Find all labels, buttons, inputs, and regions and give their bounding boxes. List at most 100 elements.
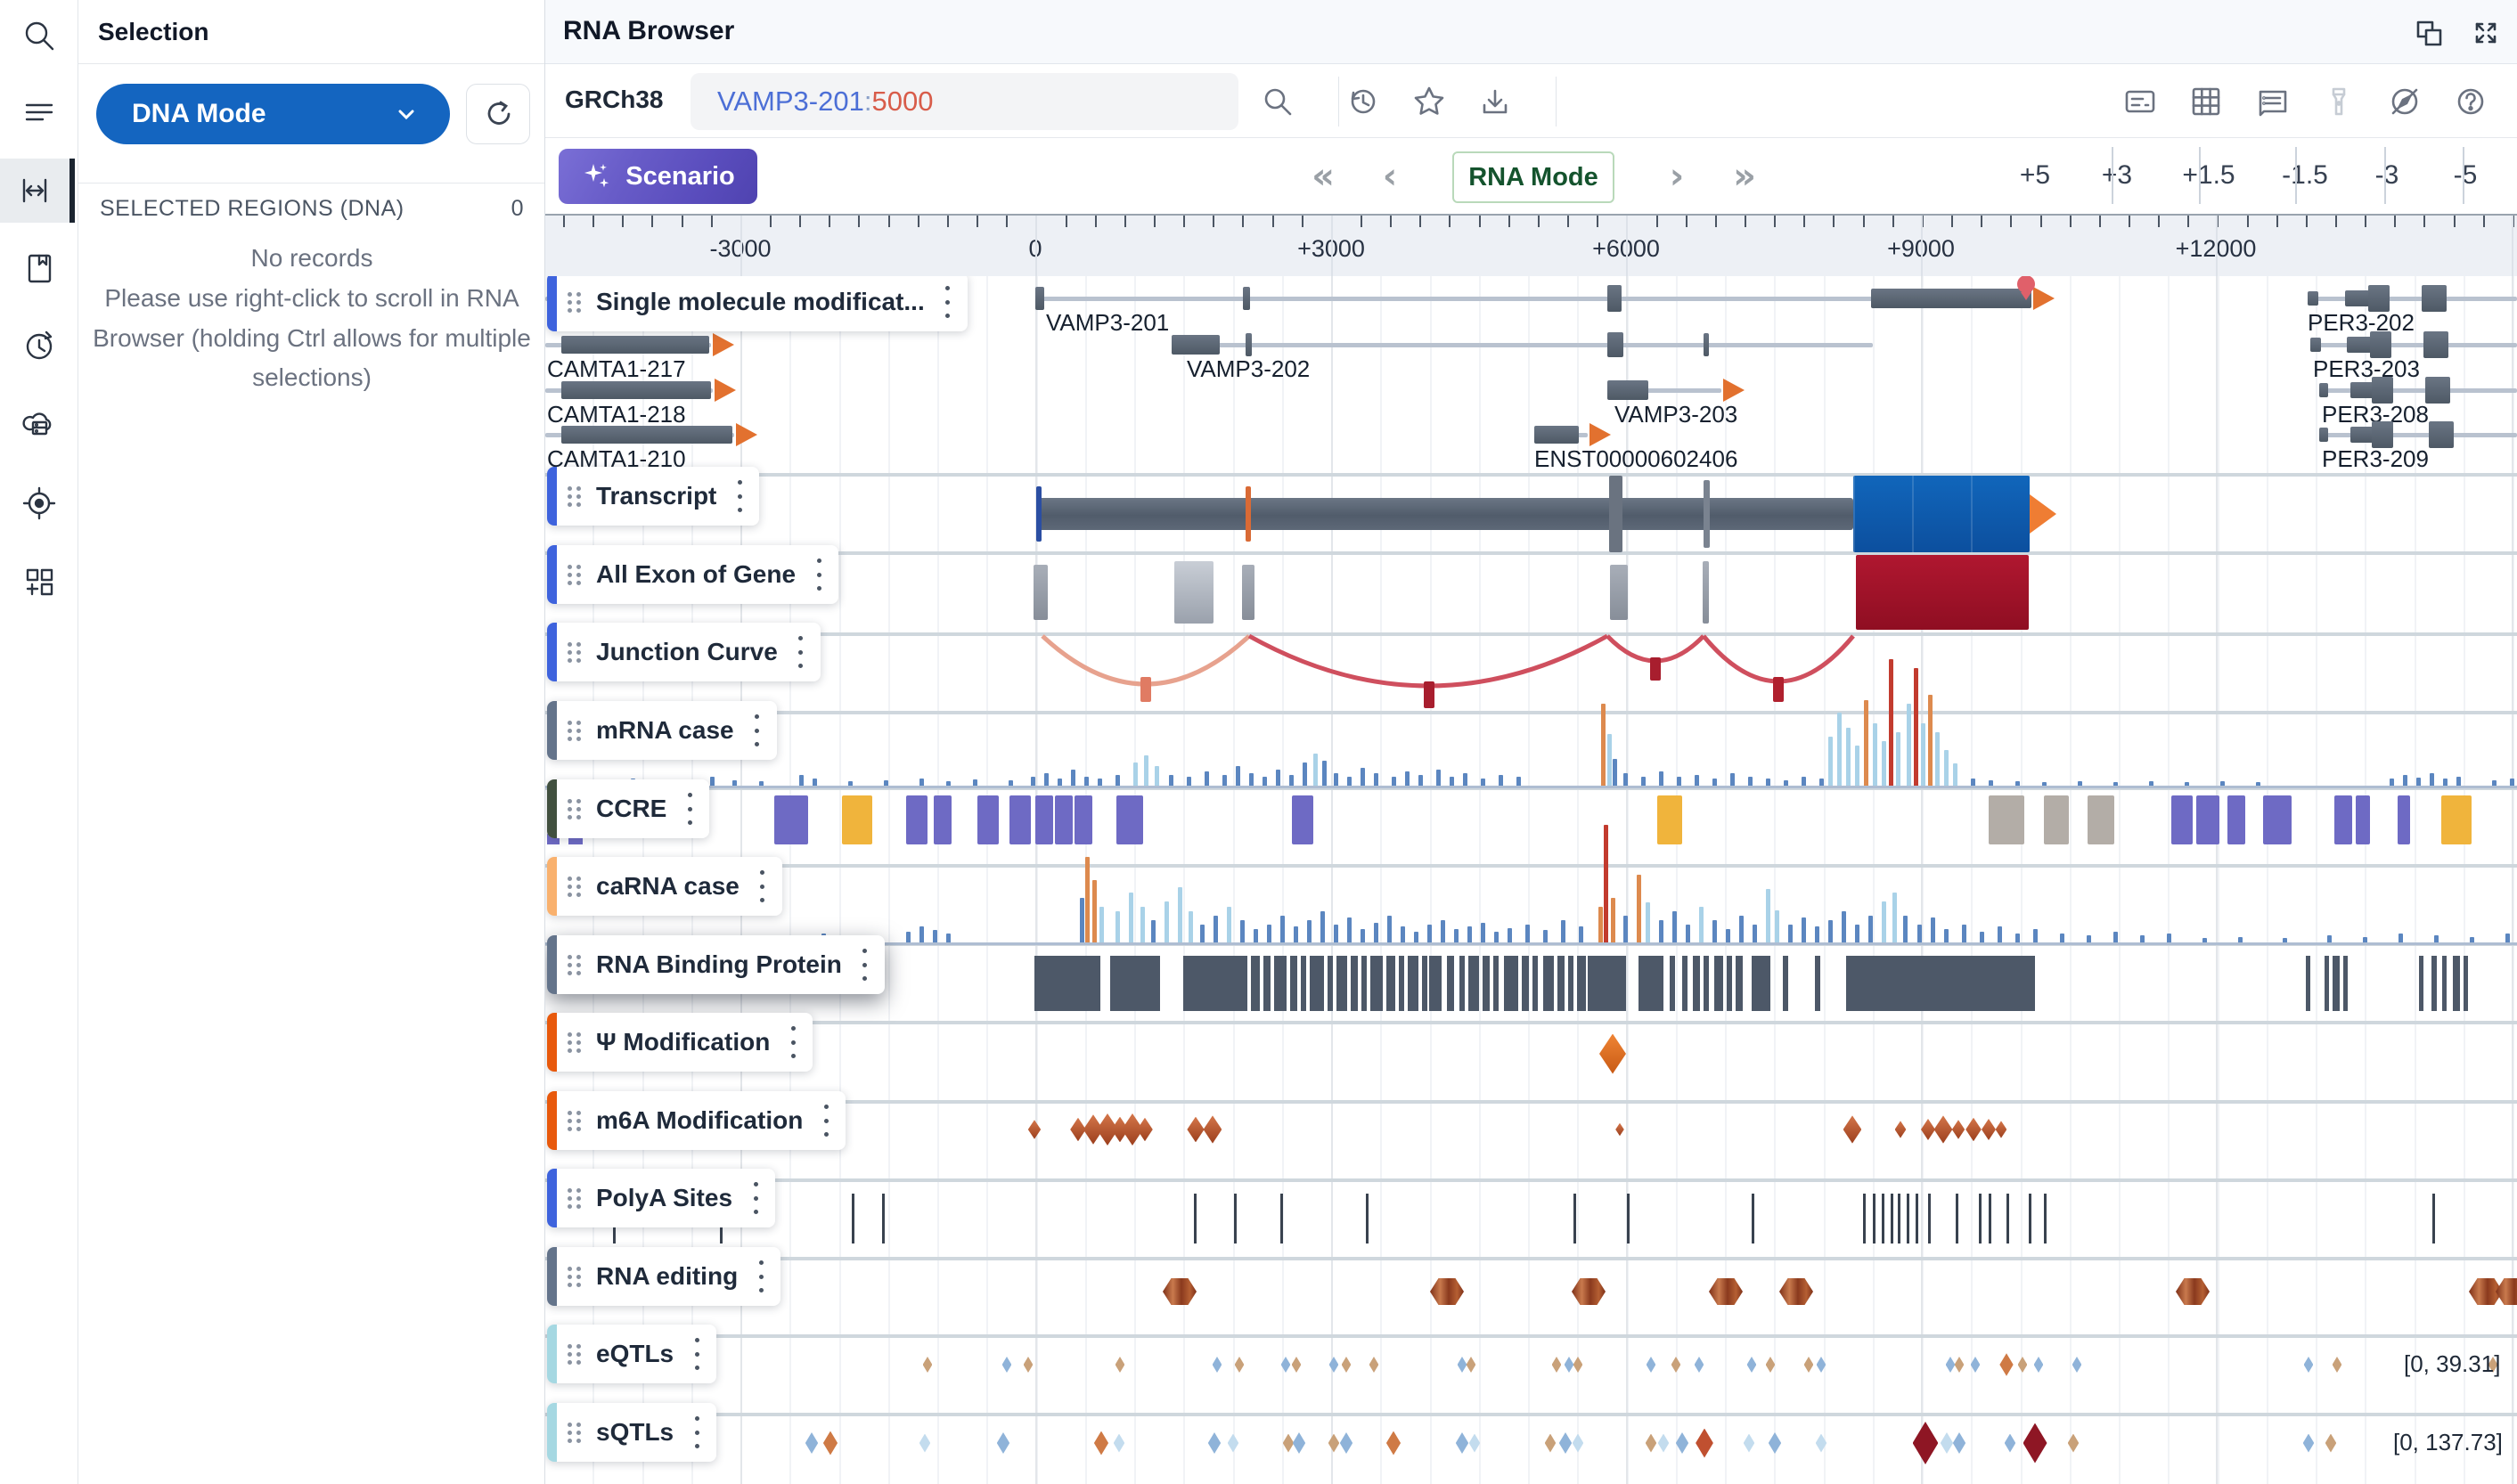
explore-off-icon[interactable] (2385, 82, 2424, 121)
search-icon[interactable] (0, 4, 78, 68)
track-label-polya[interactable]: PolyA Sites (547, 1169, 776, 1227)
apps-grid-icon[interactable] (0, 550, 78, 614)
zoom-+3-button[interactable]: +3 (2078, 147, 2156, 204)
track-label-mrna[interactable]: mRNA case (547, 701, 777, 760)
history-clock-icon[interactable] (0, 314, 78, 379)
sqtl-variant (996, 1432, 1010, 1454)
drag-handle-icon[interactable] (568, 1261, 584, 1292)
drag-handle-icon[interactable] (568, 715, 584, 746)
track-menu-icon[interactable] (756, 1260, 766, 1292)
drag-handle-icon[interactable] (568, 1183, 584, 1213)
carna-signal-bar (1227, 907, 1231, 942)
track-label-editing[interactable]: RNA editing (547, 1247, 781, 1306)
track-label-gene[interactable]: Single molecule modificat... (547, 276, 968, 331)
go-previous-button[interactable]: ‹ (1365, 149, 1415, 204)
rbp-binding-site (1543, 956, 1554, 1011)
cloud-database-icon[interactable] (0, 393, 78, 457)
fullscreen-icon[interactable] (2465, 12, 2506, 53)
drag-handle-icon[interactable] (568, 481, 584, 511)
track-menu-icon[interactable] (684, 793, 695, 825)
drag-handle-icon[interactable] (568, 1339, 584, 1369)
scenario-button[interactable]: Scenario (559, 149, 757, 204)
dna-mode-dropdown[interactable]: DNA Mode (96, 84, 450, 144)
track-label-allexon[interactable]: All Exon of Gene (547, 545, 839, 604)
mrna-signal-bar (799, 775, 804, 786)
mrna-signal-bar (1169, 775, 1173, 786)
zoom--1.5-button[interactable]: -1.5 (2266, 147, 2344, 204)
drag-handle-icon[interactable] (568, 1105, 584, 1136)
zoom-+5-button[interactable]: +5 (1996, 147, 2074, 204)
track-menu-icon[interactable] (757, 870, 768, 902)
track-label-m6a[interactable]: m6A Modification (547, 1091, 846, 1150)
track-accent-bar (547, 1247, 557, 1306)
carna-signal-bar (1892, 893, 1897, 942)
track-label-psi[interactable]: Ψ Modification (547, 1013, 813, 1072)
grid-view-icon[interactable] (2186, 82, 2226, 121)
help-icon[interactable] (2451, 82, 2490, 121)
rna-mode-button[interactable]: RNA Mode (1452, 151, 1614, 203)
track-menu-icon[interactable] (691, 1416, 702, 1448)
drag-handle-icon[interactable] (568, 794, 584, 824)
track-label-carna[interactable]: caRNA case (547, 857, 782, 916)
exon (1607, 285, 1622, 312)
carna-signal-bar (1788, 925, 1793, 942)
search-history-icon[interactable] (1344, 82, 1383, 121)
track-menu-icon[interactable] (796, 636, 806, 668)
zoom-+1.5-button[interactable]: +1.5 (2170, 147, 2248, 204)
card-view-icon[interactable] (2121, 82, 2160, 121)
go-next-button[interactable]: › (1652, 149, 1702, 204)
locus-search-input[interactable]: VAMP3-201:5000 (691, 73, 1238, 130)
drag-handle-icon[interactable] (568, 287, 584, 317)
favorite-star-icon[interactable] (1410, 82, 1449, 121)
minor-gridline (2168, 276, 2170, 1484)
mrna-signal-bar (2403, 775, 2407, 786)
mrna-signal-bar (1989, 780, 1993, 786)
zoom--5-button[interactable]: -5 (2426, 147, 2505, 204)
track-menu-icon[interactable] (860, 949, 870, 981)
track-menu-icon[interactable] (788, 1026, 798, 1058)
drag-handle-icon[interactable] (568, 871, 584, 901)
ruler-tick (1538, 216, 1540, 227)
drag-handle-icon[interactable] (568, 637, 584, 667)
mrna-signal-bar (1303, 762, 1307, 786)
track-menu-icon[interactable] (752, 714, 763, 746)
duplicate-window-icon[interactable] (2408, 12, 2449, 53)
go-first-button[interactable]: « (1298, 149, 1348, 204)
comment-icon[interactable] (2253, 82, 2292, 121)
coordinate-ruler[interactable]: -30000+3000+6000+9000+12000 (545, 214, 2517, 278)
track-label-ccre[interactable]: CCRE (547, 779, 710, 838)
target-icon[interactable] (0, 471, 78, 535)
rbp-binding-site (1727, 956, 1732, 1011)
track-label-eqtl[interactable]: eQTLs (547, 1325, 717, 1383)
track-label-sqtl[interactable]: sQTLs (547, 1403, 717, 1462)
align-list-icon[interactable] (0, 80, 78, 144)
track-menu-icon[interactable] (691, 1338, 702, 1370)
search-go-icon[interactable] (1258, 82, 1297, 121)
range-select-icon[interactable] (0, 159, 75, 223)
refresh-button[interactable] (466, 84, 530, 144)
flashlight-icon[interactable] (2319, 82, 2358, 121)
track-menu-icon[interactable] (734, 480, 745, 512)
zoom--3-button[interactable]: -3 (2348, 147, 2426, 204)
mrna-signal-bar (1907, 704, 1911, 786)
track-menu-icon[interactable] (821, 1105, 831, 1137)
mrna-signal-bar (732, 780, 737, 786)
track-area[interactable]: CAMTA1-201VAMP3-201PER3-202CAMTA1-217VAM… (545, 276, 2517, 1484)
go-last-button[interactable]: » (1720, 149, 1769, 204)
drag-handle-icon[interactable] (568, 950, 584, 980)
mrna-signal-bar (1677, 777, 1681, 786)
track-label-rbp[interactable]: RNA Binding Protein (547, 935, 885, 994)
mrna-signal-bar (1864, 700, 1868, 786)
track-label-transcript[interactable]: Transcript (547, 467, 760, 526)
drag-handle-icon[interactable] (568, 559, 584, 590)
track-menu-icon[interactable] (813, 559, 824, 591)
drag-handle-icon[interactable] (568, 1027, 584, 1057)
download-icon[interactable] (1475, 82, 1515, 121)
eqtl-variant (1001, 1357, 1012, 1373)
exon (1243, 287, 1250, 310)
track-menu-icon[interactable] (943, 286, 953, 318)
drag-handle-icon[interactable] (568, 1417, 584, 1447)
track-menu-icon[interactable] (750, 1182, 761, 1214)
track-label-junction[interactable]: Junction Curve (547, 623, 821, 681)
bookmark-icon[interactable] (0, 236, 78, 300)
